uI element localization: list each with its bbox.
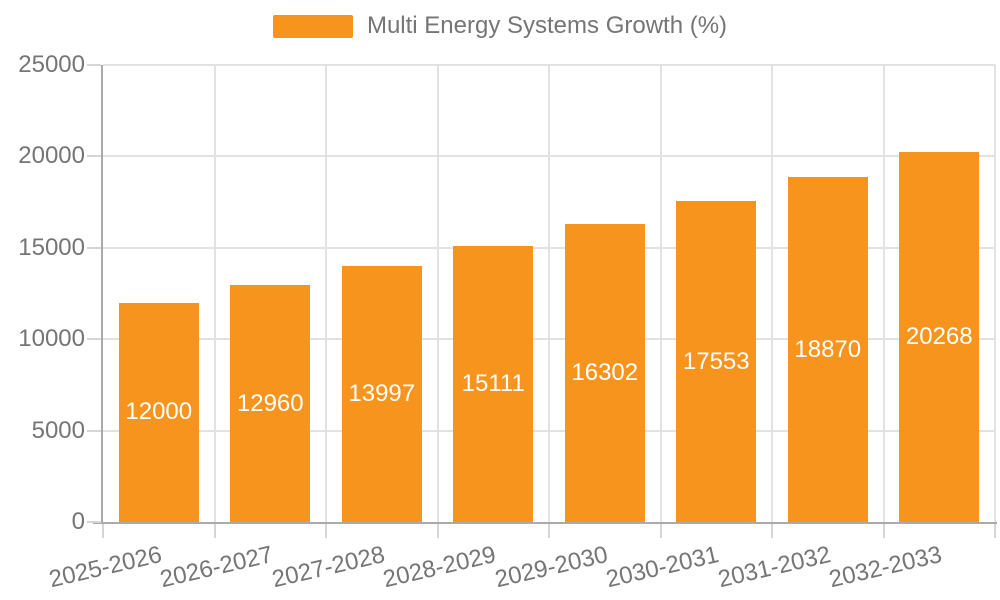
y-axis-line [101,65,103,522]
v-gridline [213,65,216,522]
bar: 20268 [899,151,980,522]
x-tick-label: 2027-2028 [269,541,388,594]
y-tick-mark [87,521,101,523]
bar: 17553 [676,201,757,522]
x-tick-label: 2025-2026 [46,541,165,594]
x-tick-mark [102,524,104,538]
x-tick-mark [659,524,662,538]
v-gridline [994,65,996,522]
x-axis-line [93,522,997,524]
x-tick-mark [548,524,550,538]
y-tick-mark [87,246,101,249]
bar-value-label: 13997 [348,380,416,408]
y-tick-mark [87,64,101,66]
x-tick-label: 2032-2033 [826,541,945,594]
bar-value-label: 12000 [125,398,193,426]
x-tick-mark [994,524,996,538]
x-tick-label: 2030-2031 [603,541,722,594]
v-gridline [436,65,439,522]
y-tick-label: 15000 [18,233,85,261]
bar-value-label: 15111 [461,369,525,397]
bar: 12000 [118,302,199,522]
x-tick-label: 2026-2027 [157,541,276,594]
x-tick-mark [213,524,216,538]
legend-label[interactable]: Multi Energy Systems Growth (%) [366,12,728,39]
bar-value-label: 12960 [236,389,304,417]
bar: 15111 [453,245,534,522]
x-tick-mark [325,524,327,538]
bar-value-label: 16302 [571,359,639,386]
x-tick-label: 2028-2029 [380,541,499,594]
bar-value-label: 20268 [905,322,973,350]
x-tick-mark [882,524,885,538]
y-tick-label: 10000 [18,325,85,353]
y-tick-label: 25000 [18,51,85,78]
plot-area: 12000 12960 13997 15111 16302 17553 18870 20268 [87,64,997,538]
v-gridline [882,65,885,522]
bar-value-label: 18870 [794,335,862,363]
y-tick-label: 0 [71,508,85,535]
bar: 18870 [787,177,868,522]
x-tick-label: 2029-2030 [492,541,611,594]
legend[interactable]: Multi Energy Systems Growth (%) [0,14,1000,38]
x-tick-mark [771,524,773,538]
y-tick-mark [87,338,101,341]
bar: 16302 [564,224,645,522]
x-tick-label: 2031-2032 [715,541,834,594]
y-tick-mark [87,155,101,158]
legend-swatch[interactable] [272,14,353,38]
y-tick-mark [87,429,101,432]
y-tick-label: 20000 [18,142,85,170]
bar: 13997 [341,266,422,522]
v-gridline [771,65,773,522]
bar-value-label: 17553 [682,347,750,375]
bar: 12960 [230,285,311,522]
y-tick-label: 5000 [31,416,85,444]
x-tick-mark [436,524,439,538]
v-gridline [325,65,327,522]
v-gridline [659,65,662,522]
v-gridline [548,65,550,522]
